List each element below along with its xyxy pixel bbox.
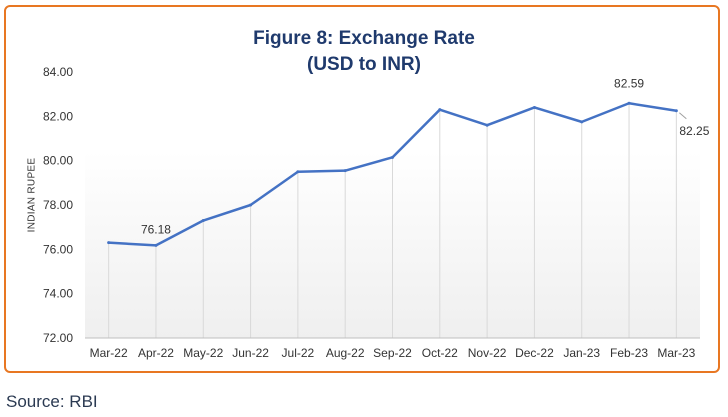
y-tick-label: 74.00	[43, 287, 73, 301]
data-point	[627, 101, 631, 105]
x-tick-label: Jun-22	[232, 346, 269, 360]
chart-title-line2: (USD to INR)	[307, 54, 421, 75]
data-point	[154, 243, 158, 247]
x-tick-label: Jul-22	[282, 346, 315, 360]
data-point	[674, 109, 678, 113]
data-point	[532, 105, 536, 109]
data-point	[296, 170, 300, 174]
data-label: 82.59	[614, 76, 644, 90]
data-point	[485, 123, 489, 127]
y-tick-label: 78.00	[43, 198, 73, 212]
x-tick-label: Nov-22	[468, 346, 507, 360]
y-tick-label: 80.00	[43, 154, 73, 168]
x-tick-label: Feb-23	[610, 346, 648, 360]
x-tick-label: Aug-22	[326, 346, 365, 360]
y-tick-label: 84.00	[43, 65, 73, 79]
data-label: 82.25	[679, 124, 709, 138]
source-note: Source: RBI	[6, 392, 98, 411]
data-point	[438, 108, 442, 112]
y-tick-label: 82.00	[43, 109, 73, 123]
x-tick-label: Mar-22	[90, 346, 128, 360]
x-tick-label: Apr-22	[138, 346, 174, 360]
data-point	[343, 169, 347, 173]
chart-title: Figure 8: Exchange Rate (USD to INR)	[0, 26, 728, 78]
x-tick-label: Jan-23	[563, 346, 600, 360]
data-label-leader	[679, 112, 687, 120]
data-point	[249, 203, 253, 207]
chart-title-line1: Figure 8: Exchange Rate	[253, 28, 475, 49]
x-tick-label: Mar-23	[657, 346, 695, 360]
data-point	[580, 120, 584, 124]
x-tick-label: Oct-22	[422, 346, 458, 360]
data-point	[201, 219, 205, 223]
data-point	[391, 155, 394, 159]
data-point	[107, 241, 111, 245]
data-label: 76.18	[141, 222, 171, 236]
x-tick-label: Dec-22	[515, 346, 554, 360]
x-tick-label: May-22	[183, 346, 223, 360]
x-tick-label: Sep-22	[373, 346, 412, 360]
y-tick-label: 72.00	[43, 331, 73, 345]
y-tick-label: 76.00	[43, 242, 73, 256]
